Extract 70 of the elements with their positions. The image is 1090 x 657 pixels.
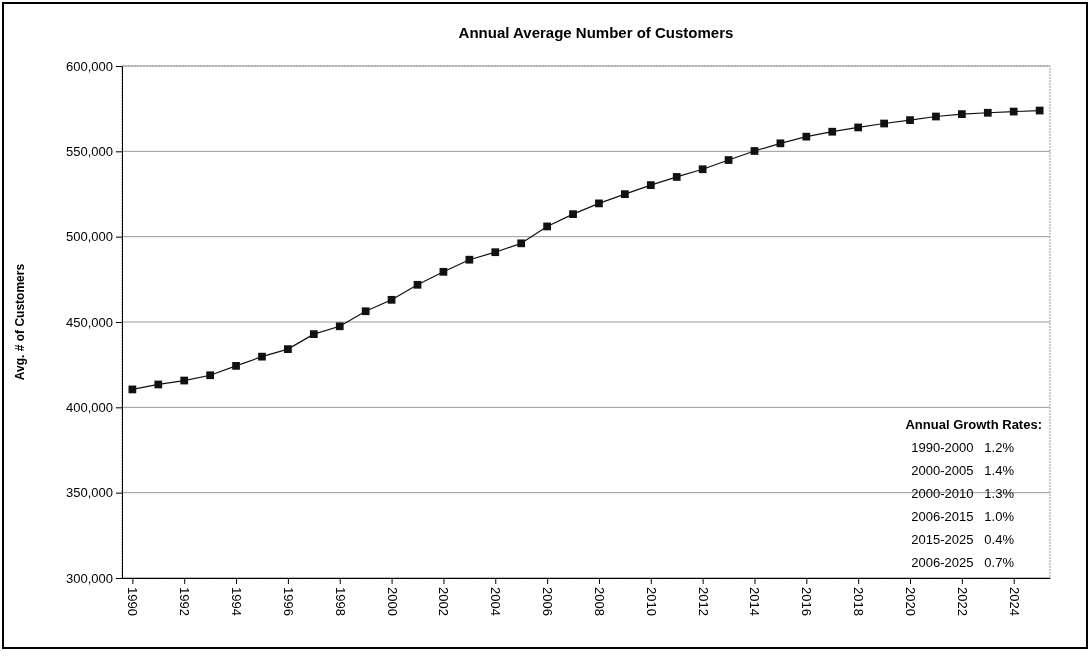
point <box>335 322 344 331</box>
y-tick-label: 350,000 <box>66 485 113 501</box>
point <box>983 108 992 117</box>
x-tick-label: 1990 <box>125 587 141 616</box>
x-tick-label: 2012 <box>695 587 711 616</box>
annotation: 2000-2010 1.3% <box>911 486 1015 501</box>
annotation: 2015-2025 0.4% <box>911 532 1015 547</box>
x-tick-label: 2020 <box>902 587 918 616</box>
x-tick-label: 2010 <box>643 587 659 616</box>
point <box>595 199 603 208</box>
point <box>180 376 189 385</box>
point <box>128 385 137 394</box>
point <box>439 267 448 276</box>
point <box>491 248 500 257</box>
point <box>258 352 266 361</box>
point <box>1035 106 1044 115</box>
y-tick-label: 400,000 <box>66 399 113 415</box>
point <box>1009 107 1018 116</box>
x-tick-label: 2014 <box>747 587 763 616</box>
point <box>284 345 292 354</box>
y-tick-label: 300,000 <box>66 570 113 586</box>
point <box>361 307 370 316</box>
point <box>698 165 707 174</box>
y-tick-label: 600,000 <box>66 58 113 74</box>
x-tick-label: 1994 <box>229 587 245 616</box>
point <box>828 127 837 136</box>
x-tick-label: 2018 <box>851 587 867 616</box>
x-tick-label: 2004 <box>488 587 504 616</box>
x-tick-label: 2002 <box>436 587 452 616</box>
y-tick-label: 550,000 <box>66 143 113 159</box>
point <box>621 190 629 199</box>
y-axis-title: Avg. # of Customers <box>13 263 27 381</box>
point <box>646 181 655 189</box>
point <box>413 280 422 289</box>
point <box>724 156 733 164</box>
annotation: Annual Growth Rates: <box>905 417 1042 432</box>
point <box>750 147 759 155</box>
x-tick-label: 1996 <box>280 587 296 616</box>
point <box>206 371 215 380</box>
point <box>232 361 240 370</box>
annotation: 2000-2005 1.4% <box>911 463 1015 478</box>
point <box>932 112 940 121</box>
annotation: 1990-2000 1.2% <box>911 440 1015 455</box>
x-tick-label: 1992 <box>177 587 193 616</box>
point <box>776 139 785 148</box>
point <box>569 210 577 219</box>
point <box>854 123 863 132</box>
point <box>880 119 888 128</box>
x-tick-label: 2000 <box>384 587 400 616</box>
point <box>906 116 914 124</box>
point <box>387 295 396 304</box>
x-tick-label: 2024 <box>1006 587 1022 616</box>
point <box>465 255 474 264</box>
chart-title: Annual Average Number of Customers <box>458 24 734 41</box>
x-tick-label: 2008 <box>591 587 607 616</box>
x-tick-label: 2006 <box>540 587 556 616</box>
point <box>543 222 551 231</box>
y-tick-label: 450,000 <box>66 314 113 330</box>
point <box>957 110 966 118</box>
point <box>154 380 163 389</box>
point <box>309 330 318 338</box>
x-tick-label: 2022 <box>954 587 970 616</box>
x-tick-label: 2016 <box>799 587 815 616</box>
annotation: 2006-2015 1.0% <box>911 509 1015 524</box>
point <box>672 173 681 181</box>
x-tick-label: 1998 <box>332 587 348 616</box>
point <box>517 239 526 248</box>
point <box>802 132 811 141</box>
annotation: 2006-2025 0.7% <box>911 555 1015 570</box>
y-tick-label: 500,000 <box>66 229 113 245</box>
